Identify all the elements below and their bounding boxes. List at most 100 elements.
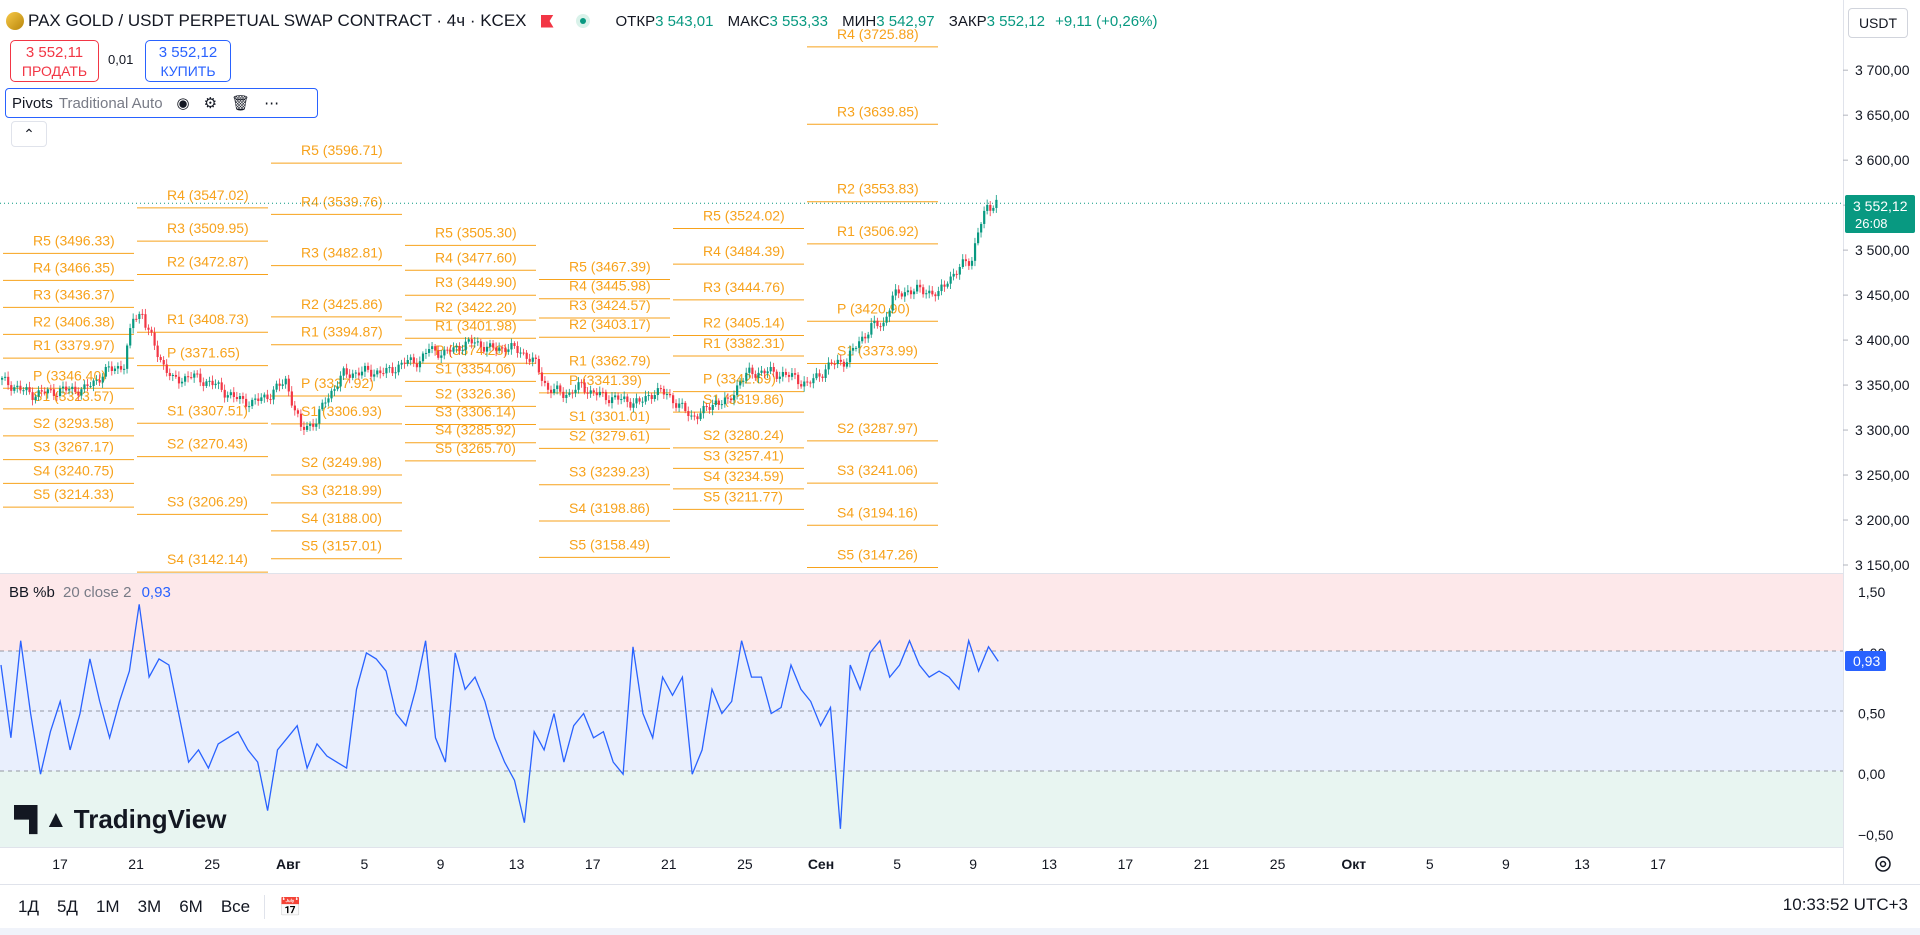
- candle-body: [306, 425, 309, 430]
- candle-body: [214, 383, 217, 386]
- candle-body: [766, 371, 769, 374]
- close-value: 3 552,12: [986, 12, 1045, 30]
- price-axis[interactable]: 3 700,003 650,003 600,003 550,003 500,00…: [1843, 62, 1910, 573]
- candle-body: [806, 381, 809, 383]
- candle-body: [443, 349, 446, 356]
- candle-body: [241, 396, 245, 399]
- candle-body: [760, 370, 763, 373]
- candle-body: [370, 369, 373, 377]
- pivots-indicator-legend[interactable]: Pivots Traditional Auto ◉ ⚙ 🗑 ⋯: [5, 88, 318, 118]
- candle-body: [424, 352, 428, 354]
- pivot-label: R5 (3467.39): [569, 258, 651, 274]
- pivot-label: R4 (3477.60): [435, 249, 517, 265]
- candle-body: [229, 392, 232, 396]
- market-status-icon[interactable]: [575, 14, 590, 28]
- candle-body: [534, 357, 537, 359]
- trash-icon[interactable]: 🗑: [231, 95, 251, 112]
- candle-body: [577, 382, 580, 390]
- candle-body: [168, 372, 171, 376]
- candle-body: [626, 396, 629, 402]
- pivot-label: S1 (3307.51): [167, 402, 248, 418]
- range-5d[interactable]: 5Д: [56, 897, 78, 916]
- candle-body: [360, 371, 364, 376]
- time-tick-label: 9: [1502, 856, 1510, 872]
- bb-axis[interactable]: 1,501,000,500,00−0,50: [1858, 584, 1894, 843]
- settings-icon[interactable]: ⚙: [203, 95, 218, 112]
- flag-icon[interactable]: [540, 14, 554, 28]
- time-tick-label: 17: [585, 856, 601, 872]
- candle-body: [607, 400, 611, 404]
- candle-body: [519, 352, 522, 354]
- range-1d[interactable]: 1Д: [18, 897, 39, 916]
- candle-body: [13, 387, 16, 391]
- candle-body: [531, 357, 534, 362]
- time-tick-label: Окт: [1341, 856, 1366, 872]
- candle-body: [925, 293, 928, 295]
- candle-body: [781, 372, 784, 377]
- candle-body: [775, 371, 778, 379]
- candle-body: [498, 347, 501, 351]
- collapse-legend-button[interactable]: ⌃: [11, 121, 47, 147]
- pivot-label: S1 (3323.57): [33, 388, 114, 404]
- candle-body: [949, 276, 952, 284]
- candles: [1, 194, 998, 436]
- candle-body: [958, 267, 961, 275]
- sell-button[interactable]: 3 552,11 ПРОДАТЬ: [10, 40, 99, 82]
- candle-body: [754, 374, 757, 378]
- pivot-label: S5 (3211.77): [703, 488, 783, 504]
- candle-body: [43, 391, 46, 394]
- bb-legend[interactable]: BB %b 20 close 2 0,93: [9, 584, 171, 601]
- candle-body: [123, 368, 126, 370]
- range-3m[interactable]: 3М: [137, 897, 162, 916]
- candle-body: [226, 395, 229, 398]
- candle-body: [943, 284, 946, 287]
- range-6m[interactable]: 6М: [179, 897, 203, 916]
- candle-body: [961, 259, 964, 268]
- settings-gear-icon[interactable]: [1875, 856, 1891, 872]
- candle-body: [586, 392, 589, 394]
- candle-body: [647, 395, 650, 397]
- candle-body: [891, 295, 894, 311]
- more-icon[interactable]: ⋯: [264, 95, 280, 112]
- candle-body: [790, 373, 794, 377]
- candle-body: [720, 404, 723, 406]
- range-all[interactable]: Все: [220, 897, 251, 916]
- bb-tick-label: −0,50: [1858, 827, 1894, 843]
- range-1m[interactable]: 1М: [95, 897, 120, 916]
- candle-body: [504, 347, 507, 352]
- pivot-label: R2 (3405.14): [703, 314, 785, 330]
- price-tick-label: 3 150,00: [1855, 557, 1910, 573]
- candle-body: [180, 381, 184, 384]
- time-tick-label: 25: [1270, 856, 1286, 872]
- currency-selector[interactable]: USDT: [1848, 8, 1908, 38]
- eye-icon[interactable]: ◉: [176, 95, 190, 112]
- candle-body: [836, 359, 839, 365]
- clock[interactable]: 10:33:52 UTC+3: [1782, 895, 1908, 914]
- candle-body: [351, 373, 354, 378]
- candle-body: [62, 386, 65, 389]
- symbol-title[interactable]: PAX GOLD / USDT PERPETUAL SWAP CONTRACT …: [28, 11, 527, 30]
- time-axis[interactable]: 17 21 25 Авг 5 9 13 17 21 25 Сен 5 9 13 17 21 25 Окт 5 9 13 1…: [52, 856, 1666, 872]
- price-tick-label: 3 450,00: [1855, 287, 1910, 303]
- tradingview-logo[interactable]: ▀▌▲ TradingView: [14, 804, 226, 835]
- candle-body: [418, 361, 422, 368]
- pivot-label: R3 (3444.76): [703, 279, 785, 295]
- bb-tick-label: 1,50: [1858, 584, 1885, 600]
- time-tick-label: 21: [1194, 856, 1210, 872]
- candle-body: [382, 373, 385, 375]
- buy-button[interactable]: 3 552,12 КУПИТЬ: [145, 40, 231, 82]
- pivot-label: S2 (3287.97): [837, 420, 918, 436]
- pivot-label: R2 (3472.87): [167, 254, 249, 270]
- candle-body: [977, 232, 980, 244]
- candle-body: [290, 391, 293, 406]
- candle-body: [394, 372, 397, 374]
- candle-body: [412, 357, 415, 364]
- pivot-label: R1 (3379.97): [33, 337, 115, 353]
- candle-body: [848, 350, 852, 363]
- time-tick-label: 17: [1118, 856, 1134, 872]
- candle-body: [248, 406, 251, 408]
- candle-body: [989, 204, 992, 211]
- calendar-icon[interactable]: 📅: [279, 896, 302, 917]
- candle-body: [34, 396, 37, 400]
